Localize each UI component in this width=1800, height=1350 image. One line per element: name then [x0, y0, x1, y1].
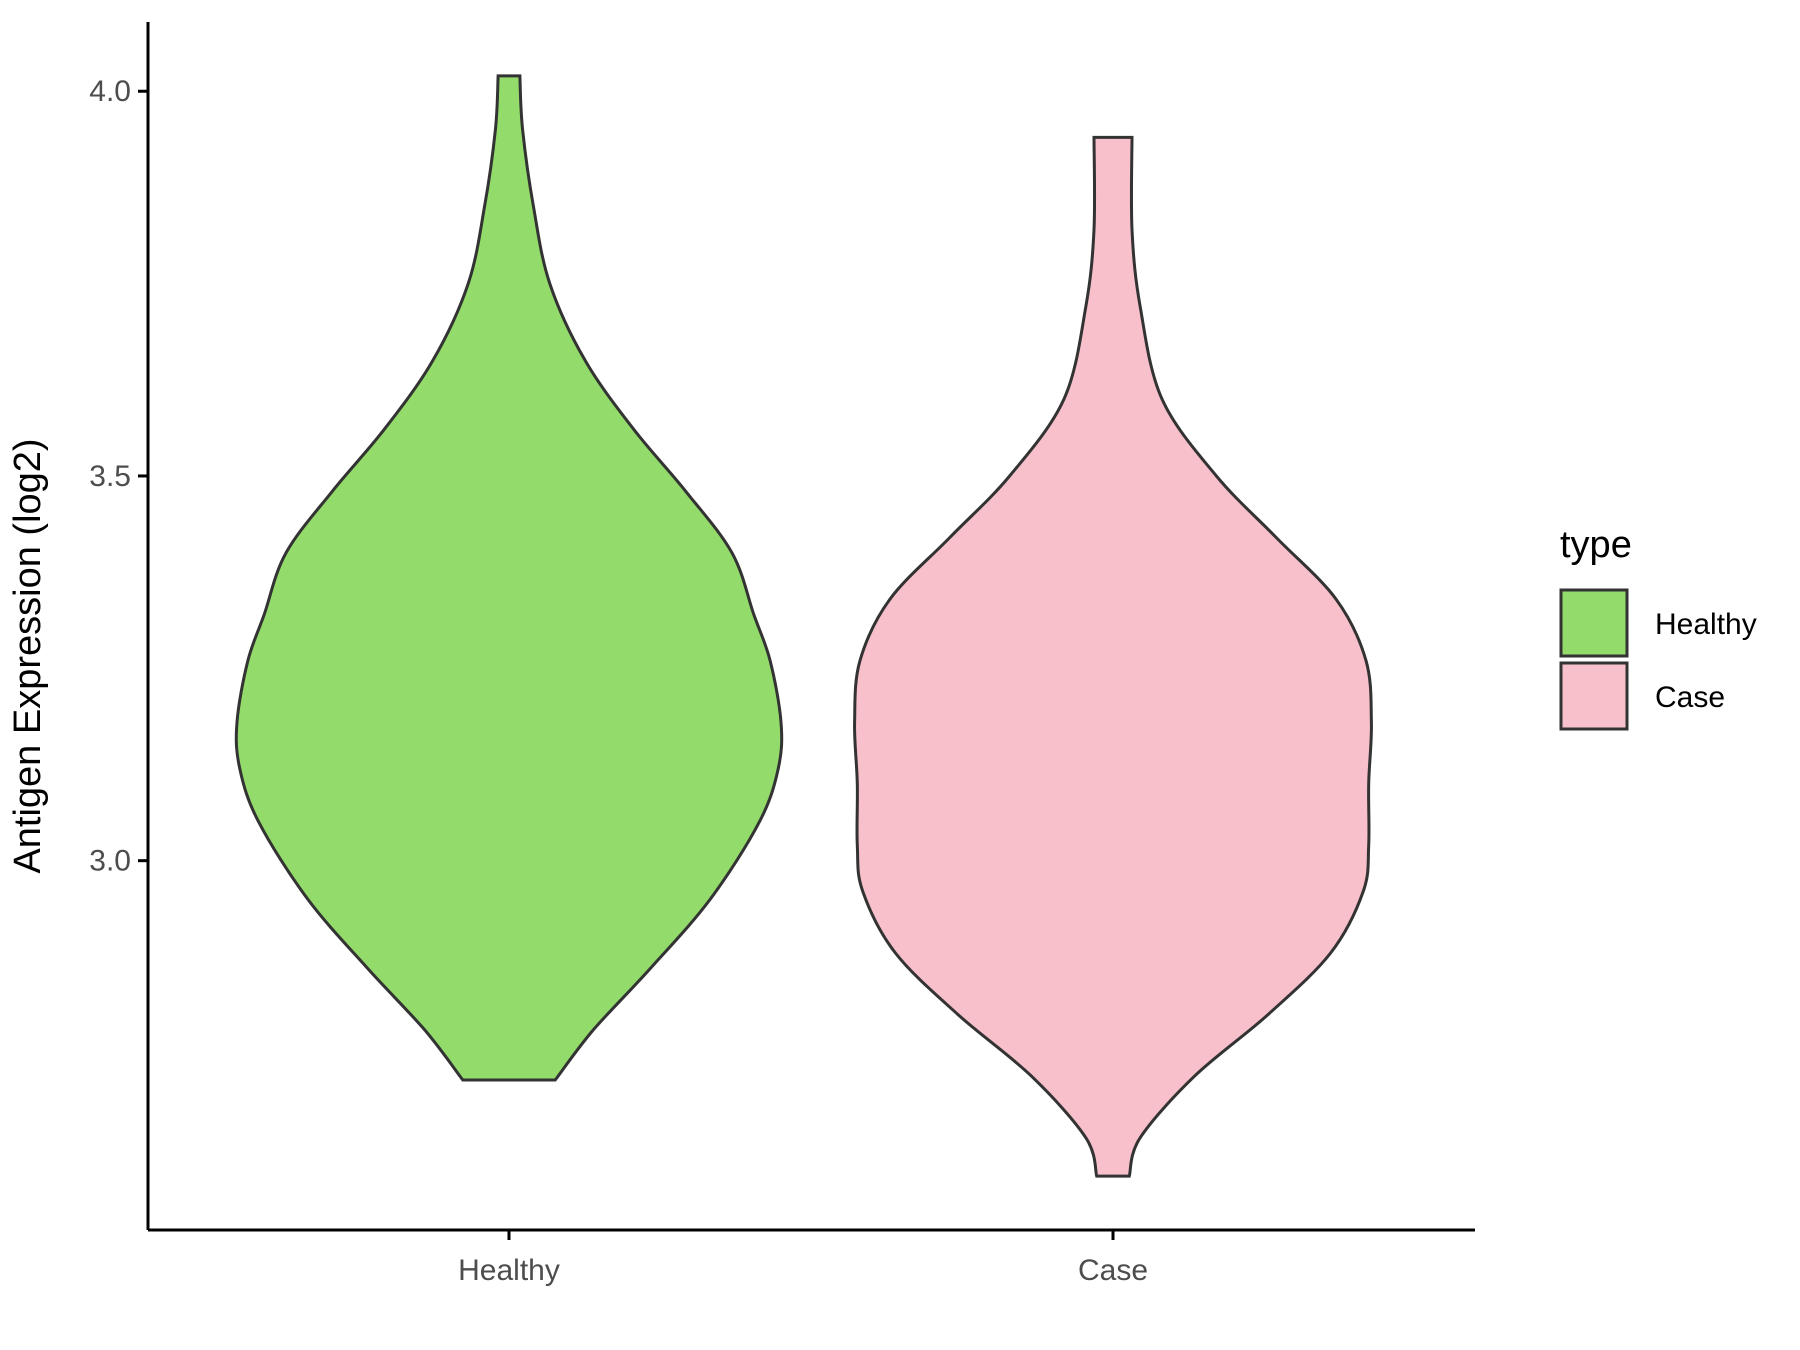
y-tick-label: 4.0: [89, 75, 131, 108]
legend-key-case: [1559, 661, 1629, 731]
x-ticks: Healthy Case: [458, 1230, 1148, 1287]
y-ticks: 3.0 3.5 4.0: [89, 75, 148, 878]
legend: type Healthy Case: [1559, 524, 1757, 731]
y-tick-label: 3.5: [89, 460, 131, 493]
legend-label-case: Case: [1655, 681, 1725, 714]
axes-layer: [146, 22, 1475, 1232]
violin-case: [853, 135, 1373, 1178]
legend-key-healthy: [1559, 588, 1629, 658]
legend-title: type: [1560, 524, 1632, 566]
x-tick-label: Case: [1078, 1254, 1148, 1287]
legend-label-healthy: Healthy: [1655, 608, 1757, 641]
x-tick-label: Healthy: [458, 1254, 560, 1287]
y-axis-title: Antigen Expression (log2): [7, 438, 49, 873]
violin-layer: [234, 74, 1373, 1178]
y-tick-label: 3.0: [89, 845, 131, 878]
violin-healthy: [234, 74, 784, 1082]
